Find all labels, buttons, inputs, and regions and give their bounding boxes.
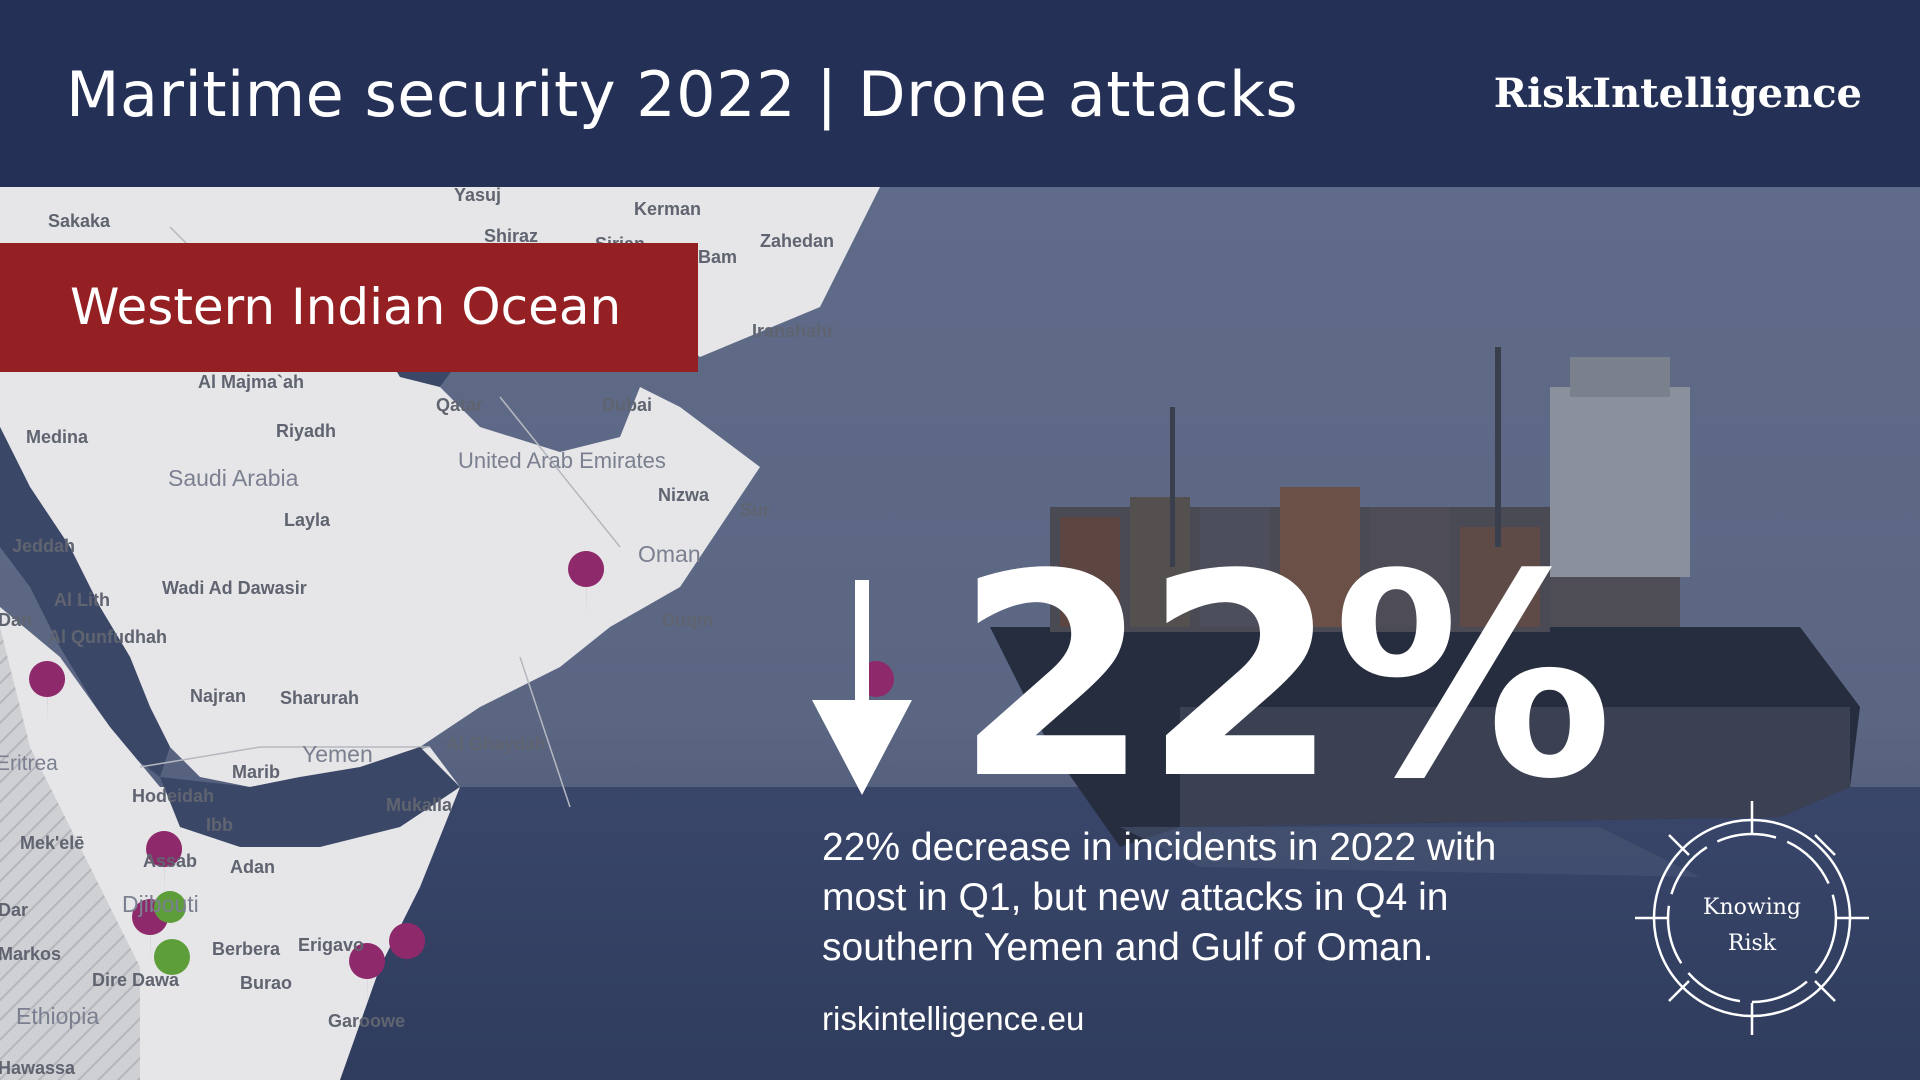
map-label: Eritrea [0, 752, 58, 775]
rifle-marker-icon [146, 831, 183, 897]
map-label: Kerman [634, 199, 702, 219]
down-arrow-icon [812, 580, 912, 795]
map-country-label: Oman [638, 541, 701, 567]
compass-logo-icon [1635, 801, 1869, 1035]
rifle-marker-icon [349, 943, 386, 1009]
map-label: Jeddah [12, 536, 76, 556]
map-label: Burao [240, 973, 293, 993]
map-label: Adan [230, 857, 275, 877]
map-label: Assab [143, 851, 198, 871]
logo-line-1: Knowing [1703, 895, 1801, 920]
map-label: Mek'elē [20, 833, 85, 853]
stat-description: 22% decrease in incidents in 2022 with m… [822, 826, 1497, 969]
map-label: Shiraz [484, 226, 539, 246]
map-country-label: Ethiopia [16, 1003, 100, 1029]
brand-logo: RiskIntelligence [1493, 70, 1862, 117]
map-label: Riyadh [276, 421, 337, 441]
map-label: Ibb [206, 815, 233, 835]
map-label: Sur [740, 500, 771, 520]
map-label: Iranshahr [752, 321, 835, 341]
map-label: Sakaka [48, 211, 111, 231]
map-label: Duqm [662, 610, 713, 630]
website-link[interactable]: riskintelligence.eu [822, 1000, 1085, 1037]
map-label: Al Lith [54, 590, 110, 610]
map-label: Erigavo [298, 935, 365, 955]
map-label: Zahedan [760, 231, 835, 251]
map-label: Nizwa [658, 485, 710, 505]
map-label: Yasuj [454, 185, 502, 205]
attack-markers [29, 551, 895, 1009]
logo-text: Knowing Risk [1652, 890, 1852, 962]
map-country-label: Yemen [302, 741, 373, 767]
map-label: Dar [0, 900, 29, 920]
map-label: Hodeidah [132, 786, 215, 806]
rifle-marker-icon [389, 923, 426, 989]
map-label: Garoowe [328, 1011, 406, 1031]
map-label: Wadi Ad Dawasir [162, 578, 307, 598]
map-label: Berbera [212, 939, 281, 959]
map-label: Al Majma`ah [198, 372, 305, 392]
header-bar [0, 0, 1920, 187]
anchor-marker-icon [154, 891, 186, 923]
logo-line-2: Risk [1727, 931, 1777, 956]
map-label: Markos [0, 944, 62, 964]
map-label: United Arab Emirates [458, 448, 666, 473]
map-label: Medina [26, 427, 89, 447]
map-label: Bam [698, 247, 738, 267]
map-label: Dan [0, 610, 33, 630]
map-label: Hawassa [0, 1058, 76, 1078]
rifle-marker-icon [568, 551, 605, 617]
anchor-marker-icon [154, 939, 190, 975]
map-country-label: Saudi Arabia [168, 465, 299, 491]
map-label: Dire Dawa [92, 970, 180, 990]
map-label: Al Ghaydah [446, 734, 547, 754]
map-label: Najran [190, 686, 247, 706]
map-label: Mukalla [386, 795, 453, 815]
map-label: Djibouti [122, 891, 199, 917]
stat-value: 22% [955, 515, 1613, 841]
region-band [0, 243, 698, 372]
map-label: Al Qunfudhah [48, 627, 167, 647]
page-title: Maritime security 2022 | Drone attacks [66, 58, 1299, 131]
map-label: Sharurah [280, 688, 360, 708]
map-label: Marib [232, 762, 281, 782]
region-title: Western Indian Ocean [70, 278, 622, 336]
rifle-marker-icon [29, 661, 66, 727]
map-label: Layla [284, 510, 331, 530]
map-label: Dubai [602, 395, 653, 415]
map-label: Qatar [436, 395, 484, 415]
